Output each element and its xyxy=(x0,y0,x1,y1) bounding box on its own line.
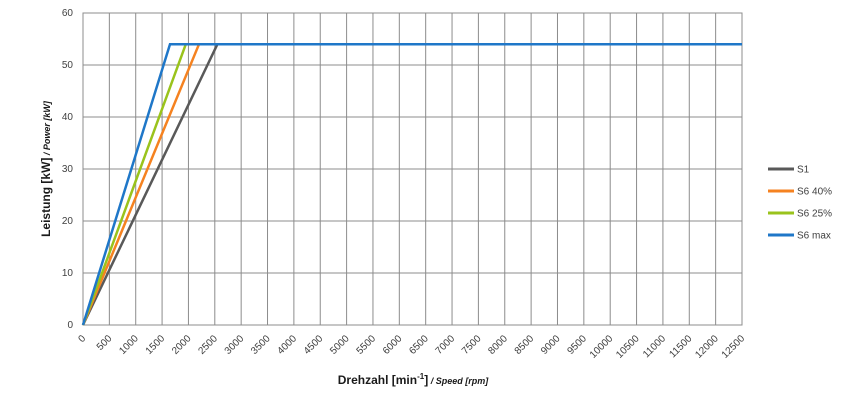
y-tick-label: 10 xyxy=(62,268,74,279)
x-tick-label: 12500 xyxy=(720,333,748,361)
x-tick-label: 4500 xyxy=(302,333,326,357)
x-tick-label: 10000 xyxy=(588,333,616,361)
x-tick-label: 8500 xyxy=(513,333,537,357)
chart-grid xyxy=(82,12,743,326)
x-tick-label: 1000 xyxy=(117,333,141,357)
legend-label: S1 xyxy=(797,165,810,176)
x-tick-label: 11000 xyxy=(641,333,668,360)
x-axis-title-main: Drehzahl [min xyxy=(338,373,417,387)
x-tick-label: 2000 xyxy=(170,333,194,357)
x-axis-title: Drehzahl [min-1] / Speed [rpm] xyxy=(338,372,489,387)
x-tick-label: 12000 xyxy=(693,333,721,361)
x-tick-label: 7000 xyxy=(434,333,458,357)
y-tick-label: 30 xyxy=(62,164,74,175)
legend-label: S6 max xyxy=(797,231,831,242)
y-tick-label: 40 xyxy=(62,112,74,123)
y-axis-title: Leistung [kW] / Power [kW] xyxy=(39,100,53,237)
x-tick-label: 0 xyxy=(76,333,88,345)
x-axis-title-sub: / Speed [rpm] xyxy=(428,376,489,386)
y-tick-label: 60 xyxy=(62,8,74,19)
y-tick-label: 50 xyxy=(62,60,74,71)
x-tick-label: 9000 xyxy=(539,333,563,357)
x-tick-label: 6000 xyxy=(381,333,405,357)
x-tick-label: 8000 xyxy=(486,333,510,357)
x-tick-label: 5000 xyxy=(328,333,352,357)
y-tick-label: 20 xyxy=(62,216,74,227)
x-axis-title-close: ] xyxy=(424,373,428,387)
x-tick-label: 9500 xyxy=(565,333,589,357)
legend-label: S6 25% xyxy=(797,209,832,220)
y-axis-title-main: Leistung [kW] xyxy=(39,158,53,237)
x-tick-label: 2500 xyxy=(196,333,220,357)
legend-label: S6 40% xyxy=(797,187,832,198)
series-line-s6-40- xyxy=(81,42,742,326)
y-tick-label: 0 xyxy=(67,320,73,331)
plot-area-frame xyxy=(82,12,743,326)
y-tick-labels: 0 10 20 30 40 50 60 xyxy=(62,8,74,331)
x-tick-label: 5500 xyxy=(355,333,379,357)
x-tick-label: 3000 xyxy=(223,333,247,357)
x-tick-label: 7500 xyxy=(460,333,484,357)
x-tick-label: 6500 xyxy=(407,333,431,357)
x-tick-label: 500 xyxy=(95,333,115,353)
series-line-s6-max xyxy=(81,42,742,326)
x-tick-labels: 0 500 1000 1500 2000 2500 3000 3500 4000 4500 5000… xyxy=(76,333,747,361)
x-axis-title-sup: -1 xyxy=(417,372,425,381)
x-tick-label: 4000 xyxy=(275,333,299,357)
x-tick-label: 1500 xyxy=(144,333,168,357)
series-lines xyxy=(81,42,742,326)
legend: S1 S6 40% S6 25% S6 max xyxy=(768,165,832,242)
x-tick-label: 3500 xyxy=(249,333,273,357)
y-axis-title-sub: / Power [kW] xyxy=(42,100,52,158)
x-tick-label: 11500 xyxy=(667,333,694,360)
x-tick-label: 10500 xyxy=(614,333,642,361)
